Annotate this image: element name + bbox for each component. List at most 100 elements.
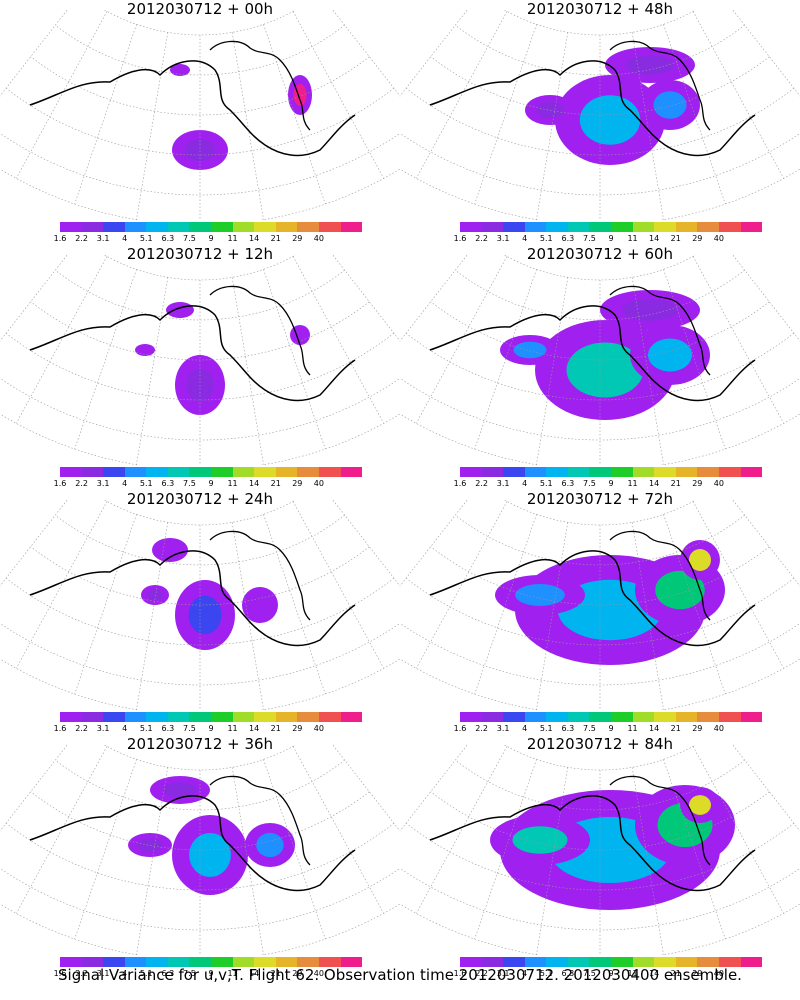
coastline bbox=[429, 60, 756, 157]
variance-core bbox=[689, 549, 711, 571]
colorbar-swatch bbox=[146, 957, 168, 967]
colorbar-tick-label: 40 bbox=[313, 234, 324, 243]
colorbar-swatch bbox=[460, 222, 482, 232]
colorbar-tick-label: 21 bbox=[670, 969, 681, 978]
colorbar-swatch bbox=[546, 222, 568, 232]
variance-core bbox=[188, 595, 222, 635]
colorbar bbox=[60, 467, 363, 477]
colorbar-swatch bbox=[318, 222, 341, 232]
colorbar-swatch bbox=[275, 467, 298, 477]
colorbar-tick-label: 7.5 bbox=[583, 724, 596, 733]
variance-map bbox=[400, 10, 800, 220]
colorbar-tick-label: 40 bbox=[313, 724, 324, 733]
colorbar-tick-label: 6.3 bbox=[161, 234, 175, 243]
colorbar-swatch bbox=[524, 712, 547, 722]
colorbar-tick-label: 11 bbox=[227, 234, 238, 243]
colorbar-swatch bbox=[275, 957, 298, 967]
colorbar-swatch bbox=[124, 222, 147, 232]
forecast-panel: 2012030712 + 24h 1.6 2.2 3.1 4 5.1 6.3 7.5 9 11 14… bbox=[0, 490, 400, 735]
colorbar-tick-label: 29 bbox=[692, 724, 703, 733]
colorbar-tick-label: 21 bbox=[670, 234, 681, 243]
colorbar-swatch bbox=[718, 712, 741, 722]
variance-patch bbox=[170, 64, 190, 76]
variance-core bbox=[536, 101, 564, 119]
colorbar-tick-label: 5.1 bbox=[139, 969, 153, 978]
colorbar-swatch bbox=[254, 957, 276, 967]
colorbar-swatch bbox=[460, 957, 482, 967]
colorbar-tick-label: 11 bbox=[627, 234, 638, 243]
colorbar-tick-label: 5.1 bbox=[539, 234, 553, 243]
colorbar-tick-label: 2.2 bbox=[75, 969, 88, 978]
colorbar-tick-label: 9 bbox=[608, 969, 614, 978]
colorbar-swatch bbox=[60, 957, 82, 967]
panel-title: 2012030712 + 48h bbox=[526, 0, 674, 18]
colorbar-tick-label: 29 bbox=[292, 969, 303, 978]
colorbar-swatch bbox=[211, 222, 233, 232]
colorbar-tick-label: 11 bbox=[227, 969, 238, 978]
colorbar-swatch bbox=[167, 467, 190, 477]
colorbar-tick-label: 1.6 bbox=[453, 969, 467, 978]
variance-patch bbox=[135, 344, 155, 356]
colorbar-swatch bbox=[124, 467, 147, 477]
panel-title: 2012030712 + 24h bbox=[126, 490, 274, 508]
colorbar-tick-label: 29 bbox=[292, 724, 303, 733]
coastline bbox=[209, 40, 311, 131]
variance-core bbox=[512, 826, 568, 854]
variance-core bbox=[163, 782, 197, 798]
colorbar-tick-label: 9 bbox=[208, 724, 214, 733]
colorbar-swatch bbox=[740, 957, 763, 967]
coastline bbox=[429, 795, 756, 892]
colorbar-swatch bbox=[589, 957, 612, 967]
colorbar bbox=[460, 467, 763, 477]
colorbar-tick-label: 5.1 bbox=[539, 969, 553, 978]
colorbar-swatch bbox=[697, 957, 719, 967]
colorbar bbox=[460, 957, 763, 967]
colorbar-swatch bbox=[60, 467, 82, 477]
colorbar-swatch bbox=[81, 222, 104, 232]
colorbar-swatch bbox=[481, 712, 504, 722]
colorbar-tick-label: 21 bbox=[670, 724, 681, 733]
panel-title: 2012030712 + 36h bbox=[126, 735, 274, 753]
variance-map bbox=[0, 255, 400, 465]
colorbar-tick-label: 21 bbox=[270, 479, 281, 488]
colorbar-swatch bbox=[103, 957, 125, 967]
colorbar-labels: 1.6 2.2 3.1 4 5.1 6.3 7.5 9 11 14 21 29 40 bbox=[454, 479, 762, 489]
colorbar-labels: 1.6 2.2 3.1 4 5.1 6.3 7.5 9 11 14 21 29 40 bbox=[54, 479, 362, 489]
colorbar-tick-label: 11 bbox=[627, 724, 638, 733]
forecast-panel: 2012030712 + 84h 1.6 2.2 3.1 4 5.1 6.3 7.5 9 11 14… bbox=[400, 735, 800, 980]
variance-core bbox=[184, 139, 216, 161]
coastline bbox=[609, 530, 711, 621]
colorbar bbox=[460, 712, 763, 722]
coastline bbox=[29, 305, 356, 402]
colorbar-swatch bbox=[546, 467, 568, 477]
colorbar-swatch bbox=[460, 467, 482, 477]
forecast-panel: 2012030712 + 00h 1.6 2.2 3.1 4 5.1 6.3 7.5 9 11 14… bbox=[0, 0, 400, 245]
graticule bbox=[0, 745, 400, 955]
colorbar-swatch bbox=[654, 467, 676, 477]
colorbar-swatch bbox=[524, 222, 547, 232]
colorbar bbox=[60, 222, 363, 232]
colorbar-tick-label: 7.5 bbox=[583, 969, 596, 978]
colorbar bbox=[60, 712, 363, 722]
colorbar-swatch bbox=[81, 957, 104, 967]
colorbar-swatch bbox=[589, 712, 612, 722]
colorbar-swatch bbox=[654, 712, 676, 722]
colorbar-tick-label: 4 bbox=[522, 724, 528, 733]
colorbar-tick-label: 2.2 bbox=[475, 969, 488, 978]
colorbar-swatch bbox=[524, 467, 547, 477]
colorbar-tick-label: 2.2 bbox=[75, 479, 88, 488]
colorbar-tick-label: 1.6 bbox=[453, 234, 467, 243]
colorbar bbox=[60, 957, 363, 967]
colorbar-labels: 1.6 2.2 3.1 4 5.1 6.3 7.5 9 11 14 21 29 40 bbox=[454, 234, 762, 244]
colorbar-tick-label: 7.5 bbox=[183, 724, 196, 733]
colorbar-tick-label: 40 bbox=[713, 479, 724, 488]
colorbar-swatch bbox=[675, 222, 698, 232]
colorbar-swatch bbox=[254, 712, 276, 722]
colorbar-swatch bbox=[232, 712, 255, 722]
colorbar-swatch bbox=[675, 957, 698, 967]
coastline bbox=[429, 305, 756, 402]
colorbar-swatch bbox=[297, 222, 319, 232]
colorbar bbox=[460, 222, 763, 232]
colorbar-labels: 1.6 2.2 3.1 4 5.1 6.3 7.5 9 11 14 21 29 40 bbox=[454, 969, 762, 979]
colorbar-swatch bbox=[297, 712, 319, 722]
